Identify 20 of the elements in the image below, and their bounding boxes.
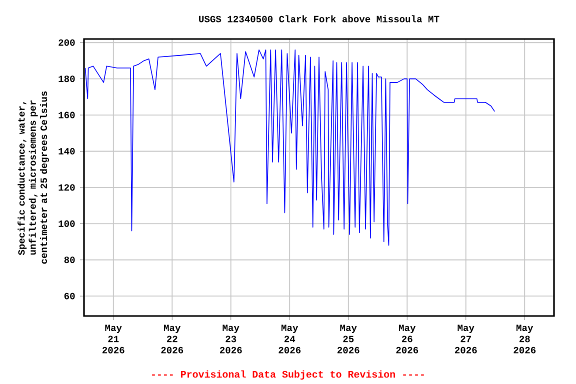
x-tick-label: May 22 2026 [161, 324, 184, 354]
text: ---- Provisional Data Subject to Revision ---- [152, 370, 424, 380]
y-axis-title: Specific conductance, water, unfiltered, microsiemens per centimeter at 25 degrees Celsius [18, 91, 49, 264]
x-tick-label: May 27 2026 [454, 324, 477, 354]
y-tick-label: 60 [64, 292, 75, 300]
y-tick-label: 200 [58, 39, 75, 46]
y-tick-label: 180 [58, 76, 75, 82]
x-tick-label: May 28 2026 [514, 324, 536, 354]
x-tick-label: May 24 2026 [278, 324, 301, 354]
line-series [84, 49, 496, 246]
chart-title: USGS 12340500 Clark Fork above Missoula MT [199, 15, 440, 22]
x-tick-label: May 23 2026 [220, 324, 242, 354]
x-tick-label: May 25 2026 [337, 324, 360, 354]
y-tick-label: 120 [58, 184, 75, 191]
y-tick-label: 100 [58, 220, 75, 227]
y-tick-label: 140 [58, 148, 75, 154]
x-tick-label: May 21 2026 [102, 324, 124, 354]
y-tick-label: 80 [64, 256, 75, 264]
x-tick-label: May 26 2026 [396, 324, 418, 354]
y-tick-label: 160 [58, 112, 75, 118]
